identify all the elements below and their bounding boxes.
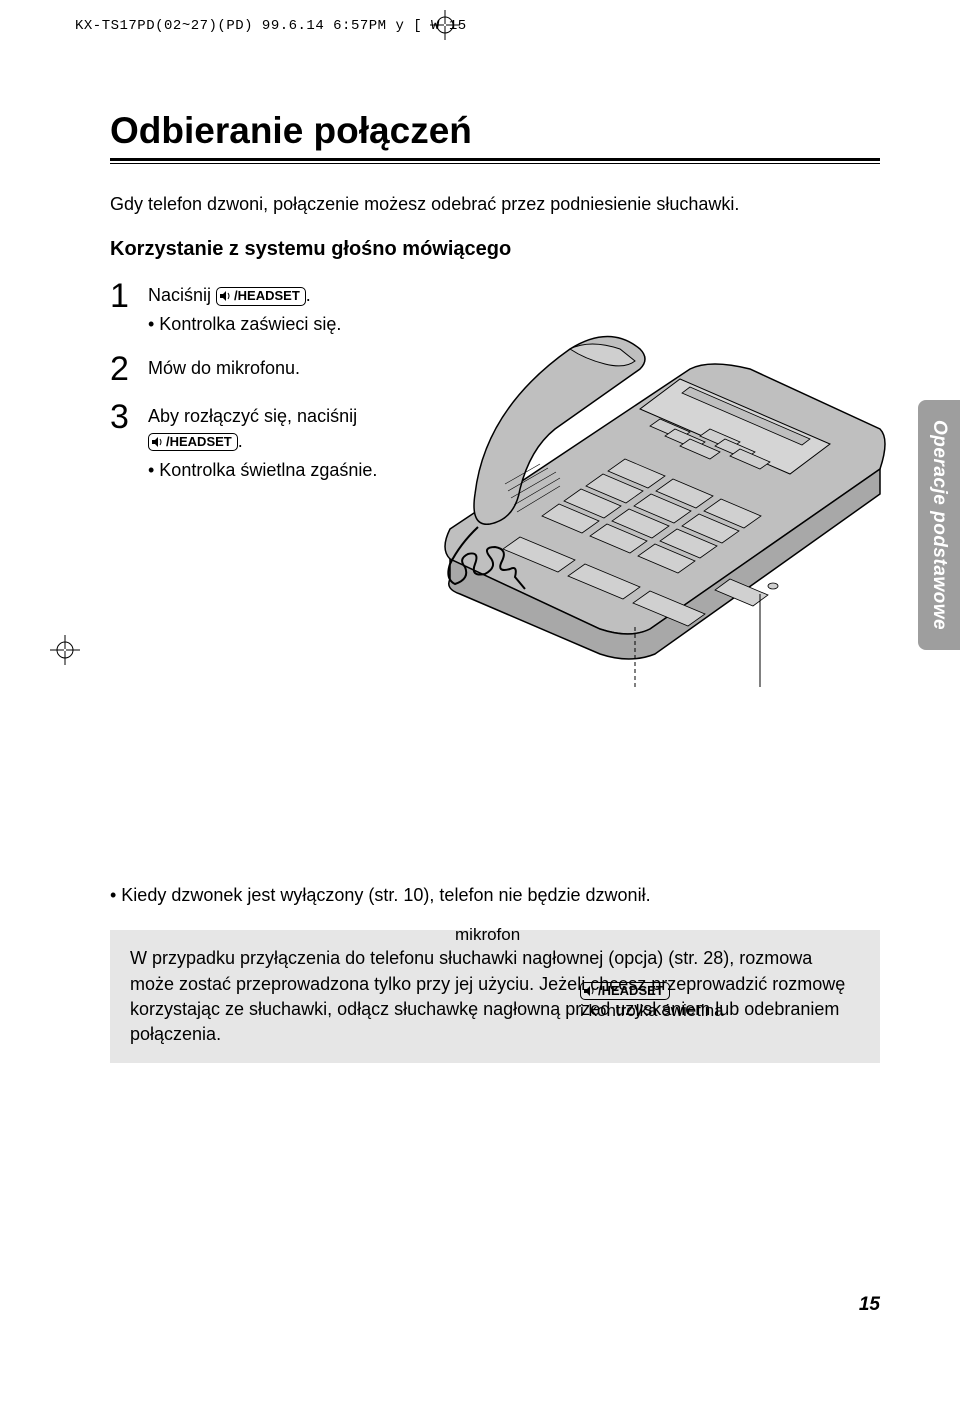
step-number: 3 <box>110 400 148 434</box>
key-label: /HEADSET <box>166 434 232 449</box>
key-label: /HEADSET <box>234 288 300 303</box>
callout-headset-sub: i kontrolka świetlna <box>580 1001 724 1020</box>
step-sub: • Kontrolka zaświeci się. <box>148 312 341 337</box>
headset-key: /HEADSET <box>148 433 238 451</box>
step-text: Mów do mikrofonu. <box>148 358 300 378</box>
page-content: Odbieranie połączeń Gdy telefon dzwoni, … <box>110 110 880 1063</box>
callout-mikrofon: mikrofon <box>455 925 520 945</box>
step-body: Naciśnij /HEADSET . • Kontrolka zaświeci… <box>148 279 341 337</box>
step-body: Aby rozłączyć się, naciśnij /HEADSET . •… <box>148 400 377 484</box>
step-text-tail: . <box>306 285 311 305</box>
headset-key: /HEADSET <box>216 287 306 305</box>
speaker-icon <box>584 986 596 996</box>
section-tab-label: Operacje podstawowe <box>928 420 950 630</box>
note-text: • Kiedy dzwonek jest wyłączony (str. 10)… <box>110 883 880 908</box>
step-number: 1 <box>110 279 148 313</box>
headset-key: /HEADSET <box>580 982 670 1000</box>
speaker-icon <box>220 291 232 301</box>
callout-headset: /HEADSET i kontrolka świetlna <box>580 981 724 1021</box>
subheading: Korzystanie z systemu głośno mówiącego <box>110 238 880 261</box>
print-header: KX-TS17PD(02~27)(PD) 99.6.14 6:57PM y [ … <box>75 18 467 34</box>
speaker-icon <box>152 437 164 447</box>
callout-area: mikrofon /HEADSET i kontrolka świetlna •… <box>110 883 880 1063</box>
phone-illustration <box>390 269 900 689</box>
info-box: W przypadku przyłączenia do telefonu słu… <box>110 930 880 1063</box>
intro-text: Gdy telefon dzwoni, połączenie możesz od… <box>110 192 880 216</box>
crop-mark-icon <box>430 10 460 40</box>
step-text: Naciśnij <box>148 285 216 305</box>
key-label: /HEADSET <box>598 983 664 998</box>
step-number: 2 <box>110 352 148 386</box>
step-sub: • Kontrolka świetlna zgaśnie. <box>148 458 377 483</box>
page-title: Odbieranie połączeń <box>110 110 880 152</box>
step-text-tail: . <box>238 431 243 451</box>
crop-mark-icon <box>50 635 80 665</box>
steps-area: 1 Naciśnij /HEADSET . • Kontrolka zaświe… <box>110 279 880 483</box>
step-body: Mów do mikrofonu. <box>148 352 300 381</box>
title-rule-thin <box>110 163 880 164</box>
section-tab: Operacje podstawowe <box>918 400 960 650</box>
title-rule-thick <box>110 158 880 161</box>
step-text: Aby rozłączyć się, naciśnij <box>148 406 357 426</box>
page-number: 15 <box>859 1294 880 1316</box>
